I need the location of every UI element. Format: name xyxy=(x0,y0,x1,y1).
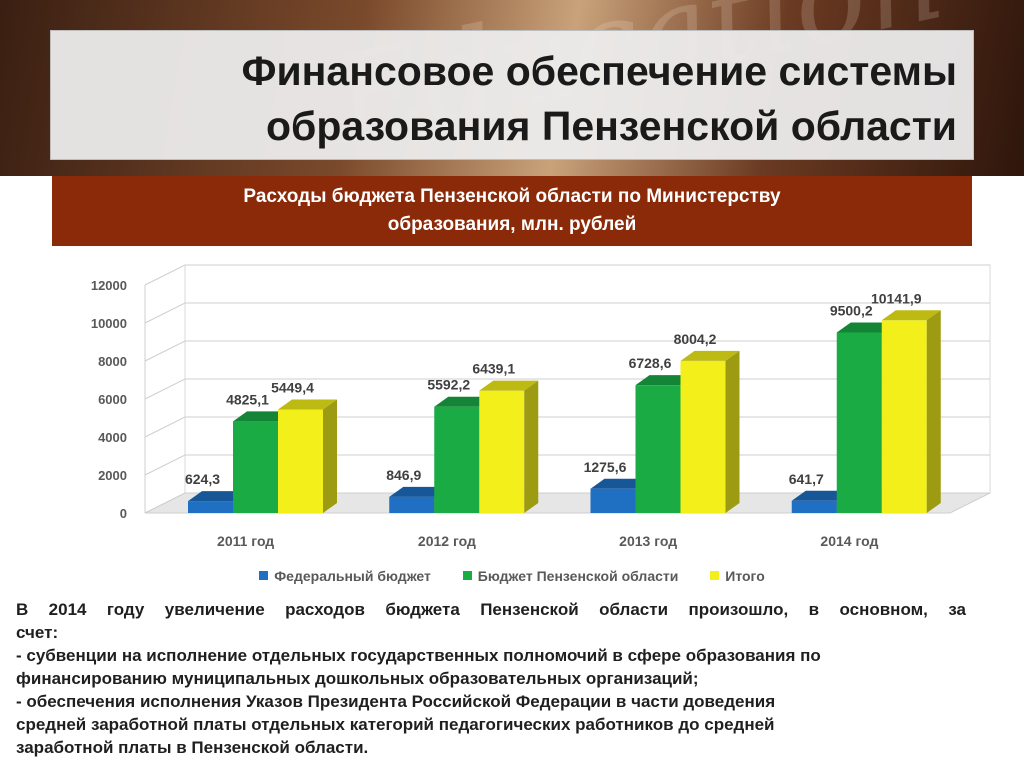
bar-top xyxy=(389,486,449,497)
text-line-5: - обеспечения исполнения Указов Президен… xyxy=(16,692,776,711)
legend-label-regional: Бюджет Пензенской области xyxy=(477,568,679,584)
bar-side xyxy=(926,310,941,513)
data-label: 5449,4 xyxy=(271,379,314,395)
data-label: 641,7 xyxy=(789,471,824,487)
y-tick-label: 12000 xyxy=(91,278,127,293)
data-label: 1275,6 xyxy=(584,459,627,475)
data-label: 6728,6 xyxy=(629,355,672,371)
gridline xyxy=(144,340,990,362)
data-label: 8004,2 xyxy=(674,331,717,347)
bar-chart: 0 2000 4000 6000 8000 10000 12000 624,3 4825,154… xyxy=(91,264,991,549)
page-title-line1: Финансовое обеспечение системы xyxy=(241,48,957,94)
bar-top xyxy=(635,375,695,386)
data-label: 6439,1 xyxy=(472,361,515,377)
y-tick-label: 2000 xyxy=(98,468,127,483)
bar-front xyxy=(389,496,435,513)
y-tick-label: 4000 xyxy=(98,430,127,445)
bar-front xyxy=(434,406,480,513)
bar-side xyxy=(323,399,337,513)
gridline xyxy=(144,302,990,324)
legend-swatch-federal xyxy=(259,571,269,580)
chart-title-line1: Расходы бюджета Пензенской области по Ми… xyxy=(243,186,781,207)
y-tick-label: 6000 xyxy=(98,392,127,407)
bar-front xyxy=(791,500,837,513)
page-title-line2: образования Пензенской области xyxy=(265,103,957,149)
bar-top xyxy=(188,491,247,502)
text-line-2: счет: xyxy=(16,623,59,642)
text-line-4: финансированию муниципальных дошкольных … xyxy=(16,669,699,688)
bar-top xyxy=(590,478,650,489)
text-line-7: заработной платы в Пензенской области. xyxy=(16,738,369,757)
bar-top xyxy=(680,350,740,361)
bar-front xyxy=(233,421,278,513)
bar-front xyxy=(278,409,323,513)
y-tick-label: 0 xyxy=(120,506,127,521)
legend-swatch-regional xyxy=(462,571,472,580)
x-tick-label: 2012 год xyxy=(418,533,476,549)
bar-side xyxy=(725,350,740,513)
title-box: Финансовое обеспечение системы образован… xyxy=(50,30,974,160)
chart-title-line2: образования, млн. рублей xyxy=(387,214,637,235)
legend-label-total: Итого xyxy=(725,568,765,584)
text-line-3: - субвенции на исполнение отдельных госу… xyxy=(16,646,821,665)
bar-front xyxy=(836,332,882,513)
text-line-1: В 2014 году увеличение расходов бюджета … xyxy=(16,600,966,619)
bar-front xyxy=(188,501,233,513)
bar-top xyxy=(233,411,292,422)
legend-item-federal: Федеральный бюджет xyxy=(259,568,431,584)
gridline xyxy=(144,264,990,286)
legend-item-regional: Бюджет Пензенской области xyxy=(462,568,679,584)
bar-front xyxy=(881,320,927,513)
bar-top xyxy=(791,490,851,501)
explanation-text: В 2014 году увеличение расходов бюджета … xyxy=(16,598,966,759)
data-label: 10141,9 xyxy=(871,290,922,306)
bar-front xyxy=(590,488,636,513)
chart-title-box: Расходы бюджета Пензенской области по Ми… xyxy=(52,176,972,246)
data-label: 4825,1 xyxy=(226,391,269,407)
chart-legend: Федеральный бюджет Бюджет Пензенской обл… xyxy=(0,568,1024,584)
bar-top xyxy=(479,380,539,391)
legend-label-federal: Федеральный бюджет xyxy=(274,568,431,584)
legend-swatch-total xyxy=(710,571,720,580)
bar-top xyxy=(434,396,494,407)
text-line-6: средней заработной платы отдельных катег… xyxy=(16,715,775,734)
x-tick-label: 2011 год xyxy=(217,533,274,549)
bar-front xyxy=(635,385,681,513)
data-label: 9500,2 xyxy=(830,302,873,318)
x-tick-label: 2014 год xyxy=(820,533,878,549)
bar-front xyxy=(479,390,525,513)
legend-item-total: Итого xyxy=(710,568,765,584)
x-tick-label: 2013 год xyxy=(619,533,677,549)
y-tick-label: 10000 xyxy=(91,316,127,331)
bar-top xyxy=(836,322,896,333)
bar-top xyxy=(278,399,337,410)
data-label: 624,3 xyxy=(185,471,220,487)
bar-front xyxy=(680,360,726,513)
data-label: 5592,2 xyxy=(427,377,470,393)
bar-side xyxy=(524,380,539,513)
y-tick-label: 8000 xyxy=(98,354,127,369)
data-label: 846,9 xyxy=(386,467,421,483)
bar-top xyxy=(881,310,941,321)
